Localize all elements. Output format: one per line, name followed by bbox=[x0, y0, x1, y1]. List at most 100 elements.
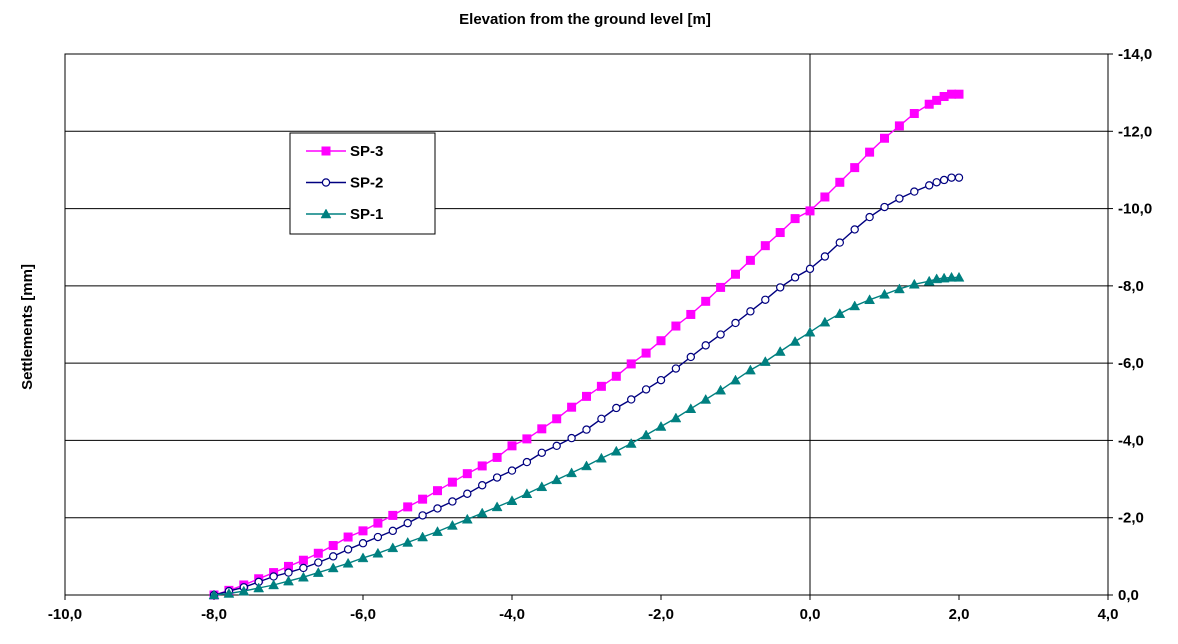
data-point-sp-2 bbox=[358, 539, 368, 548]
data-point-sp-3 bbox=[820, 192, 830, 202]
axes bbox=[64, 53, 1113, 600]
legend-label: SP-1 bbox=[350, 206, 383, 223]
data-point-sp-1 bbox=[357, 552, 369, 563]
data-point-sp-1 bbox=[893, 283, 905, 294]
data-point-sp-1 bbox=[521, 488, 533, 499]
data-point-sp-1 bbox=[819, 316, 831, 327]
data-point-sp-2 bbox=[329, 552, 338, 561]
series-sp-1 bbox=[208, 271, 965, 600]
data-point-sp-3 bbox=[388, 510, 398, 520]
y-tick-label: 0,0 bbox=[1118, 587, 1139, 604]
data-point-sp-3 bbox=[731, 269, 740, 279]
data-point-sp-3 bbox=[418, 494, 428, 504]
data-point-sp-3 bbox=[298, 555, 308, 565]
data-point-sp-2 bbox=[776, 283, 785, 292]
data-point-sp-2 bbox=[671, 364, 681, 373]
data-point-sp-3 bbox=[567, 402, 577, 412]
data-point-sp-3 bbox=[462, 469, 472, 479]
data-point-sp-3 bbox=[537, 424, 547, 434]
data-point-sp-1 bbox=[208, 589, 220, 600]
data-point-sp-1 bbox=[446, 519, 458, 530]
data-point-sp-3 bbox=[492, 452, 502, 462]
data-point-sp-3 bbox=[775, 228, 785, 238]
data-point-sp-1 bbox=[938, 272, 950, 283]
data-point-sp-1 bbox=[253, 582, 265, 593]
tick-labels: -10,0 -8,0 -6,0 -4,0 -2,0 0,0 2,0 4,0 0,0 -2,0 -4,… bbox=[48, 46, 1152, 623]
legend-swatch-marker bbox=[321, 146, 331, 156]
data-point-sp-3 bbox=[939, 92, 949, 102]
data-point-sp-2 bbox=[865, 212, 874, 222]
legend-entry-sp-1: SP-1 bbox=[306, 206, 383, 223]
y-tick-label: -10,0 bbox=[1118, 201, 1152, 218]
data-point-sp-3 bbox=[641, 348, 651, 358]
data-point-sp-2 bbox=[373, 532, 383, 542]
data-point-sp-2 bbox=[627, 395, 636, 404]
data-point-sp-1 bbox=[283, 575, 294, 586]
legend-entry-sp-2: SP-2 bbox=[306, 175, 383, 192]
data-point-sp-2 bbox=[850, 225, 859, 234]
x-axis-title: Elevation from the ground level [m] bbox=[459, 11, 711, 28]
data-point-sp-1 bbox=[491, 501, 503, 512]
data-point-sp-2 bbox=[925, 181, 934, 190]
data-point-sp-1 bbox=[551, 474, 563, 485]
legend-entry-sp-3: SP-3 bbox=[306, 143, 383, 160]
data-point-sp-2 bbox=[299, 563, 308, 573]
data-point-sp-3 bbox=[582, 391, 591, 401]
data-point-sp-1 bbox=[417, 531, 429, 542]
data-point-sp-3 bbox=[880, 133, 889, 143]
data-point-sp-3 bbox=[611, 371, 621, 381]
data-point-sp-1 bbox=[670, 412, 682, 423]
data-point-sp-2 bbox=[656, 375, 666, 385]
data-point-sp-2 bbox=[463, 489, 472, 498]
data-point-sp-2 bbox=[567, 433, 576, 443]
data-point-sp-2 bbox=[478, 481, 487, 490]
data-point-sp-1 bbox=[685, 403, 697, 413]
data-point-sp-2 bbox=[269, 572, 278, 581]
data-point-sp-3 bbox=[358, 526, 368, 536]
data-point-sp-3 bbox=[626, 359, 636, 369]
data-point-sp-1 bbox=[327, 562, 339, 573]
data-point-sp-1 bbox=[238, 585, 250, 596]
data-point-sp-2 bbox=[731, 318, 740, 328]
data-point-sp-3 bbox=[313, 548, 323, 558]
data-point-sp-1 bbox=[223, 587, 235, 598]
data-point-sp-2 bbox=[716, 330, 725, 339]
data-point-sp-3 bbox=[790, 214, 800, 224]
data-point-sp-3 bbox=[865, 147, 875, 157]
data-point-sp-3 bbox=[716, 282, 726, 292]
data-point-sp-1 bbox=[774, 346, 786, 356]
data-point-sp-2 bbox=[314, 558, 323, 567]
data-point-sp-1 bbox=[834, 308, 846, 318]
data-point-sp-2 bbox=[522, 457, 532, 467]
x-tick-label: -8,0 bbox=[201, 606, 227, 623]
data-point-sp-1 bbox=[655, 421, 667, 431]
data-point-sp-3 bbox=[671, 321, 681, 331]
data-point-sp-3 bbox=[835, 177, 845, 187]
y-tick-label: -12,0 bbox=[1118, 123, 1152, 140]
data-point-sp-1 bbox=[744, 364, 756, 375]
data-point-sp-3 bbox=[507, 441, 517, 451]
data-point-sp-3 bbox=[760, 241, 770, 251]
data-point-sp-1 bbox=[625, 438, 637, 448]
data-point-sp-1 bbox=[268, 579, 280, 590]
data-point-sp-3 bbox=[805, 206, 815, 216]
data-point-sp-1 bbox=[610, 445, 622, 456]
data-point-sp-2 bbox=[701, 341, 710, 350]
data-point-sp-1 bbox=[566, 467, 578, 478]
data-point-sp-2 bbox=[895, 194, 904, 203]
data-point-sp-2 bbox=[910, 187, 919, 196]
data-point-sp-1 bbox=[595, 452, 607, 463]
data-point-sp-2 bbox=[761, 295, 770, 304]
series-sp-2 bbox=[209, 173, 964, 600]
data-point-sp-3 bbox=[477, 461, 487, 471]
data-point-sp-3 bbox=[686, 309, 696, 319]
data-point-sp-3 bbox=[522, 434, 532, 444]
data-point-sp-1 bbox=[864, 294, 876, 305]
data-point-sp-2 bbox=[418, 511, 427, 520]
data-point-sp-3 bbox=[909, 109, 919, 119]
data-point-sp-3 bbox=[745, 255, 755, 265]
data-point-sp-3 bbox=[924, 99, 934, 109]
data-point-sp-3 bbox=[947, 89, 957, 99]
data-point-sp-1 bbox=[461, 513, 473, 524]
data-point-sp-3 bbox=[701, 296, 711, 306]
